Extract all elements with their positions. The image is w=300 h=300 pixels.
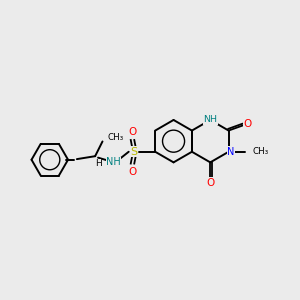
Text: O: O: [128, 167, 136, 177]
Text: O: O: [206, 178, 214, 188]
Text: H: H: [95, 159, 102, 168]
Text: NH: NH: [106, 157, 121, 167]
Text: CH₃: CH₃: [252, 147, 268, 156]
Text: O: O: [128, 127, 136, 137]
Text: N: N: [227, 147, 235, 157]
Text: O: O: [244, 119, 252, 129]
Text: CH₃: CH₃: [108, 134, 124, 142]
Text: S: S: [130, 147, 138, 157]
Text: NH: NH: [203, 116, 217, 124]
